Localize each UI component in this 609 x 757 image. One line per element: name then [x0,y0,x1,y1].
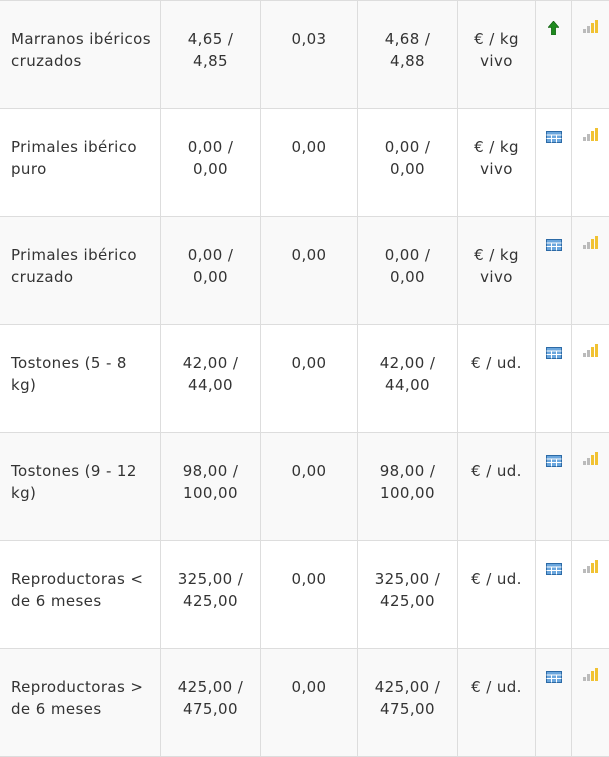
product-cell: Primales ibérico cruzado [0,217,161,325]
previous-price-cell: 325,00 / 425,00 [161,541,261,649]
unit-cell: € / kg vivo [458,109,536,217]
graph-cell[interactable] [572,541,609,649]
change-cell: 0,00 [261,541,358,649]
trend-cell [536,1,572,109]
table-row: Reproductoras > de 6 meses 425,00 / 475,… [0,649,609,757]
trend-cell[interactable] [536,109,572,217]
graph-cell[interactable] [572,649,609,757]
current-price-cell: 4,68 / 4,88 [358,1,458,109]
bar-chart-icon[interactable] [583,17,599,39]
product-cell: Reproductoras > de 6 meses [0,649,161,757]
bar-chart-icon[interactable] [583,665,599,687]
table-icon[interactable] [546,127,562,149]
bar-chart-icon[interactable] [583,557,599,579]
bar-chart-icon[interactable] [583,233,599,255]
table-row: Tostones (5 - 8 kg) 42,00 / 44,00 0,00 4… [0,325,609,433]
table-row: Tostones (9 - 12 kg) 98,00 / 100,00 0,00… [0,433,609,541]
unit-cell: € / ud. [458,541,536,649]
change-cell: 0,00 [261,325,358,433]
product-cell: Reproductoras < de 6 meses [0,541,161,649]
trend-cell[interactable] [536,541,572,649]
trend-cell[interactable] [536,217,572,325]
current-price-cell: 0,00 / 0,00 [358,217,458,325]
trend-cell[interactable] [536,433,572,541]
graph-cell[interactable] [572,325,609,433]
bar-chart-icon[interactable] [583,449,599,471]
previous-price-cell: 42,00 / 44,00 [161,325,261,433]
change-cell: 0,00 [261,109,358,217]
table-row: Primales ibérico puro 0,00 / 0,00 0,00 0… [0,109,609,217]
product-cell: Tostones (5 - 8 kg) [0,325,161,433]
product-cell: Primales ibérico puro [0,109,161,217]
table-icon[interactable] [546,667,562,689]
bar-chart-icon[interactable] [583,341,599,363]
trend-cell[interactable] [536,649,572,757]
arrow-up-icon [548,19,559,41]
unit-cell: € / ud. [458,433,536,541]
graph-cell[interactable] [572,433,609,541]
graph-cell[interactable] [572,217,609,325]
unit-cell: € / ud. [458,649,536,757]
current-price-cell: 0,00 / 0,00 [358,109,458,217]
previous-price-cell: 0,00 / 0,00 [161,217,261,325]
product-cell: Marranos ibéricos cruzados [0,1,161,109]
current-price-cell: 325,00 / 425,00 [358,541,458,649]
bar-chart-icon[interactable] [583,125,599,147]
table-row: Marranos ibéricos cruzados 4,65 / 4,85 0… [0,1,609,109]
previous-price-cell: 4,65 / 4,85 [161,1,261,109]
previous-price-cell: 425,00 / 475,00 [161,649,261,757]
table-icon[interactable] [546,451,562,473]
change-cell: 0,03 [261,1,358,109]
change-cell: 0,00 [261,649,358,757]
graph-cell[interactable] [572,109,609,217]
change-cell: 0,00 [261,217,358,325]
trend-cell[interactable] [536,325,572,433]
current-price-cell: 42,00 / 44,00 [358,325,458,433]
product-cell: Tostones (9 - 12 kg) [0,433,161,541]
table-icon[interactable] [546,235,562,257]
table-icon[interactable] [546,559,562,581]
previous-price-cell: 98,00 / 100,00 [161,433,261,541]
unit-cell: € / ud. [458,325,536,433]
current-price-cell: 425,00 / 475,00 [358,649,458,757]
unit-cell: € / kg vivo [458,1,536,109]
table-icon[interactable] [546,343,562,365]
table-row: Reproductoras < de 6 meses 325,00 / 425,… [0,541,609,649]
change-cell: 0,00 [261,433,358,541]
graph-cell[interactable] [572,1,609,109]
table-row: Primales ibérico cruzado 0,00 / 0,00 0,0… [0,217,609,325]
current-price-cell: 98,00 / 100,00 [358,433,458,541]
unit-cell: € / kg vivo [458,217,536,325]
previous-price-cell: 0,00 / 0,00 [161,109,261,217]
